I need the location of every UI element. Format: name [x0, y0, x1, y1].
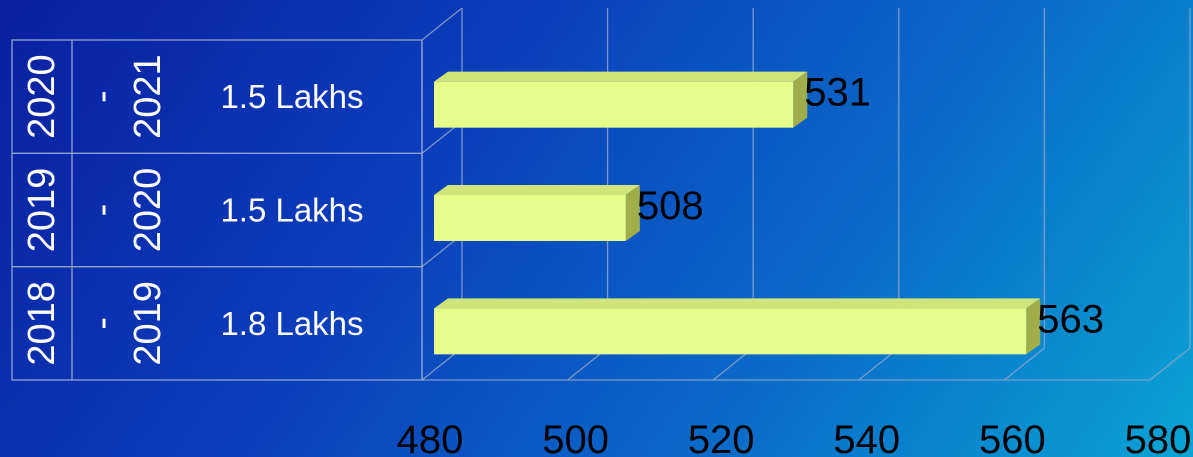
year-separator: -: [81, 204, 123, 217]
bar-value-label: 508: [637, 184, 704, 228]
year-from-label: 2018: [21, 281, 63, 366]
side-wall-top-edge: [422, 8, 462, 40]
bar: 531: [434, 71, 871, 128]
x-tick-label: 480: [397, 418, 464, 457]
x-tick-label: 560: [979, 418, 1046, 457]
x-tick-label: 540: [833, 418, 900, 457]
bar-top-face: [434, 185, 640, 195]
year-to-label: 2020: [127, 168, 169, 253]
x-tick-label: 520: [688, 418, 755, 457]
x-tick-label: 500: [542, 418, 609, 457]
year-to-label: 2019: [127, 281, 169, 366]
year-separator: -: [81, 90, 123, 103]
category-label: 1.5 Lakhs: [220, 78, 363, 115]
bars-group: 531 508 563: [434, 71, 1104, 355]
bar-value-label: 531: [804, 71, 871, 115]
bar: 563: [434, 297, 1104, 354]
year-from-label: 2019: [21, 168, 63, 253]
bar-front-face: [434, 82, 793, 128]
bar-top-face: [434, 298, 1040, 308]
bar-front-face: [434, 195, 626, 241]
year-from-label: 2020: [21, 54, 63, 139]
x-tick-label: 580: [1125, 418, 1192, 457]
x-axis-ticks: 480 500 520 540 560 580: [397, 418, 1192, 457]
year-separator: -: [81, 317, 123, 330]
bar-value-label: 563: [1037, 297, 1104, 341]
bar: 508: [434, 184, 704, 241]
category-label: 1.8 Lakhs: [220, 305, 363, 342]
floor-gridline: [1150, 348, 1190, 380]
year-to-label: 2021: [127, 54, 169, 139]
bar-front-face: [434, 308, 1026, 354]
category-label: 1.5 Lakhs: [220, 192, 363, 229]
bar-top-face: [434, 72, 807, 82]
